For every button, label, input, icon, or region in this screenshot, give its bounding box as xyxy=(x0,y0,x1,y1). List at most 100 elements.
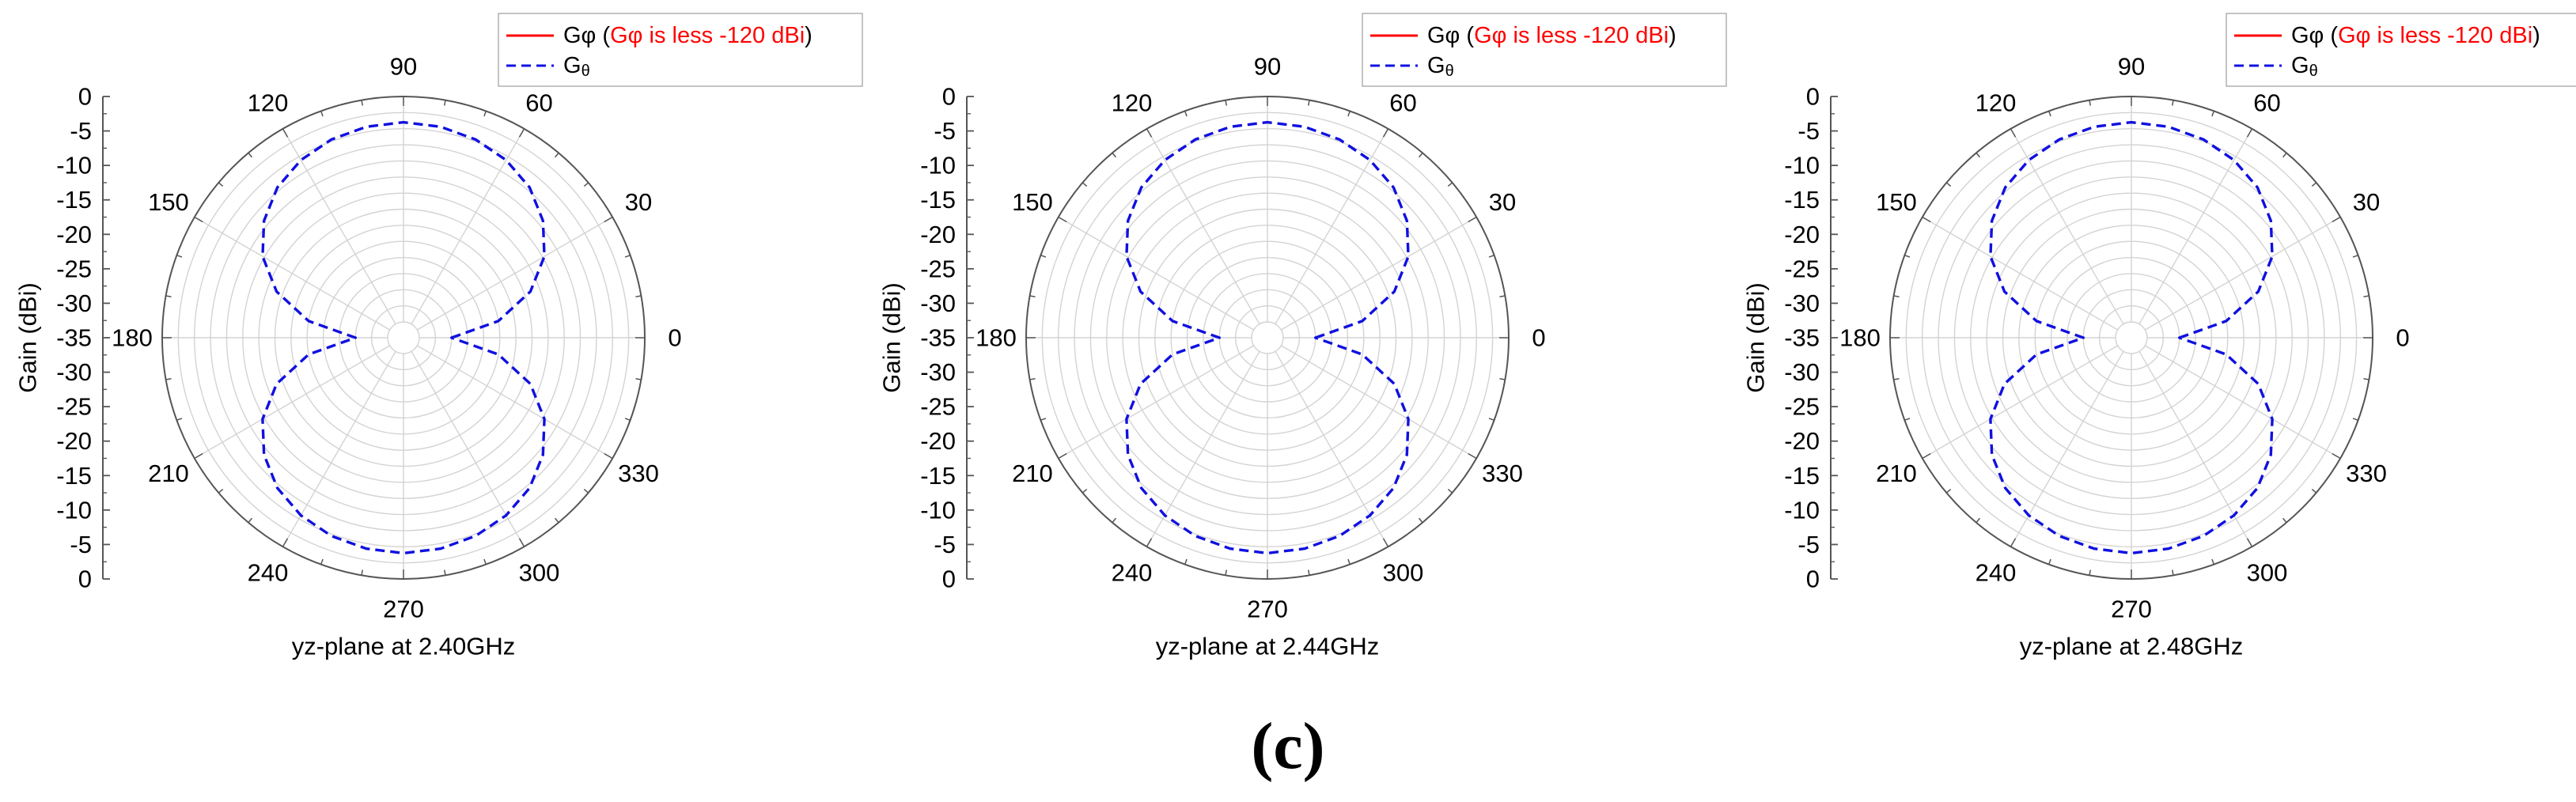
legend-text-phi-note: Gφ is less -120 dBi xyxy=(2338,23,2532,48)
legend-text-phi-symbol: Gφ xyxy=(2291,23,2324,48)
radial-tick-label: -35 xyxy=(56,324,92,352)
ring-tick xyxy=(1112,517,1117,524)
grid-spoke xyxy=(2138,128,2253,325)
ring-tick xyxy=(165,378,172,380)
radial-tick-label: 0 xyxy=(1806,566,1820,593)
x-axis-label: yz-plane at 2.44GHz xyxy=(1156,633,1380,660)
legend-text-phi-note: Gφ is less -120 dBi xyxy=(610,23,805,48)
radial-tick-label: -5 xyxy=(934,117,956,145)
ring-tick xyxy=(1976,152,1981,158)
ring-tick xyxy=(624,418,631,422)
ring-tick xyxy=(1468,216,1477,223)
legend-box xyxy=(2226,13,2576,87)
ring-tick xyxy=(2211,558,2215,565)
legend-text-phi-close: ) xyxy=(1669,23,1676,48)
grid-spoke xyxy=(1280,345,1477,460)
legend-text-theta-sub: θ xyxy=(2309,62,2318,80)
legend-text-phi-open: ( xyxy=(1460,23,1474,48)
ring-tick xyxy=(1029,378,1036,380)
radial-tick-label: -30 xyxy=(56,358,92,386)
angle-tick-label: 30 xyxy=(1489,188,1516,216)
ring-tick xyxy=(1225,100,1227,106)
angle-tick-label: 330 xyxy=(618,460,659,487)
figure-caption: (c) xyxy=(1251,709,1325,783)
ring-tick xyxy=(320,558,324,565)
radial-tick-label: -30 xyxy=(1784,289,1820,317)
grid-circle xyxy=(1251,321,1284,354)
radial-tick-label: -25 xyxy=(920,393,956,421)
radial-tick-label: -10 xyxy=(920,152,956,180)
legend-text-theta-symbol: G xyxy=(1427,53,1445,78)
ring-tick xyxy=(2048,558,2051,565)
legend-text-theta-symbol: G xyxy=(563,53,581,78)
radial-tick-label: 0 xyxy=(942,83,956,111)
angle-tick-label: 210 xyxy=(1012,460,1053,487)
ring-tick xyxy=(583,182,589,187)
legend-text-phi-open: ( xyxy=(596,23,610,48)
ring-tick xyxy=(2246,538,2253,547)
radial-tick-label: 0 xyxy=(78,83,92,111)
ring-tick xyxy=(248,517,253,524)
ring-tick xyxy=(165,295,172,297)
ring-tick xyxy=(218,488,224,494)
grid-spoke xyxy=(416,345,613,460)
angle-tick-label: 180 xyxy=(1839,324,1881,352)
ring-tick xyxy=(1225,569,1227,576)
ring-tick xyxy=(1418,152,1423,158)
ring-tick xyxy=(1347,111,1351,117)
ring-tick xyxy=(1499,295,1506,297)
angle-tick-label: 330 xyxy=(1482,460,1523,487)
angle-tick-label: 60 xyxy=(2253,89,2280,116)
grid-spoke xyxy=(194,216,391,331)
ring-tick xyxy=(1488,254,1494,258)
polar-chart-2-40ghz: 0 30 60 90 120 150 180 210 240 270 300 330 0 -5 -10 -15… xyxy=(14,13,863,660)
legend-label-g-phi: Gφ (Gφ is less -120 dBi) xyxy=(1427,23,1676,48)
radial-tick-label: -20 xyxy=(56,427,92,455)
radial-tick-label: -10 xyxy=(56,496,92,524)
ring-tick xyxy=(518,128,525,138)
ring-tick xyxy=(624,254,631,258)
radial-tick-label: 0 xyxy=(1806,83,1820,111)
legend-text-theta-sub: θ xyxy=(581,62,590,80)
radial-tick-label: -10 xyxy=(920,496,956,524)
ring-tick xyxy=(1382,128,1389,138)
y-axis-label: Gain (dBi) xyxy=(1742,282,1770,393)
ring-tick xyxy=(1468,452,1477,460)
radial-tick-label: 0 xyxy=(942,566,956,593)
angle-tick-label: 120 xyxy=(1976,89,2017,116)
radial-tick-label: -15 xyxy=(56,462,92,490)
angle-tick-label: 120 xyxy=(248,89,289,116)
series-line-g-theta xyxy=(1989,120,2274,555)
y-axis-label: Gain (dBi) xyxy=(14,282,42,393)
angle-tick-label: 0 xyxy=(668,324,681,352)
radial-tick-label: -20 xyxy=(1784,427,1820,455)
x-axis-label: yz-plane at 2.48GHz xyxy=(2020,633,2244,660)
grid-spoke xyxy=(1275,128,1389,325)
radial-tick-label: -25 xyxy=(1784,393,1820,421)
radial-tick-label: -15 xyxy=(920,186,956,214)
angle-tick-label: 0 xyxy=(1532,324,1545,352)
ring-tick xyxy=(1488,418,1494,422)
ring-tick xyxy=(1418,517,1423,524)
ring-tick xyxy=(1029,295,1036,297)
ring-tick xyxy=(1904,254,1911,258)
ring-tick xyxy=(1112,152,1117,158)
ring-tick xyxy=(2211,111,2215,117)
ring-tick xyxy=(583,488,589,494)
legend-text-phi-note: Gφ is less -120 dBi xyxy=(1474,23,1669,48)
angle-tick-label: 150 xyxy=(1012,188,1053,216)
radial-tick-label: -30 xyxy=(1784,358,1820,386)
ring-tick xyxy=(554,152,559,158)
series-line-g-theta xyxy=(261,120,546,555)
ring-tick xyxy=(2352,418,2358,422)
radial-tick-label: -15 xyxy=(1784,186,1820,214)
radial-tick-label: -5 xyxy=(1798,117,1820,145)
ring-tick xyxy=(1382,538,1389,547)
legend-box xyxy=(498,13,863,87)
radial-tick-label: -15 xyxy=(56,186,92,214)
angle-tick-label: 300 xyxy=(2247,559,2288,587)
ring-tick xyxy=(194,452,203,460)
grid-spoke xyxy=(1922,216,2119,331)
radial-tick-label: -35 xyxy=(1784,324,1820,352)
grid-spoke xyxy=(1275,350,1389,547)
